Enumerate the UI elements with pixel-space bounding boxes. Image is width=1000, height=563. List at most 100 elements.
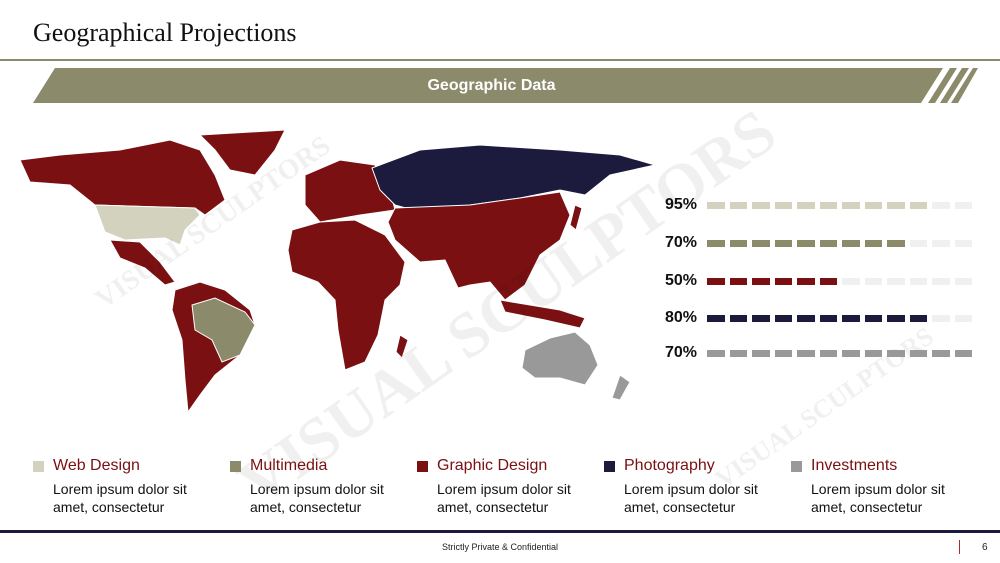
map-greenland: [198, 129, 286, 176]
bar-segment-empty: [887, 277, 905, 285]
map-japan: [569, 204, 583, 231]
map-central-america: [109, 239, 176, 286]
page-title: Geographical Projections: [33, 18, 297, 47]
legend-desc-line: amet, consectetur: [250, 499, 362, 515]
bar-segment-filled: [842, 239, 860, 247]
bar-segment-filled: [887, 201, 905, 209]
bar-segment-filled: [752, 314, 770, 322]
map-africa: [287, 219, 406, 371]
bar-segment-filled: [729, 239, 747, 247]
world-map: [19, 129, 656, 414]
bar-segment-filled: [752, 277, 770, 285]
legend-item: Investments Lorem ipsum dolor sit amet, co…: [791, 457, 945, 516]
bar-segments: [707, 349, 972, 357]
bar-segments: [707, 239, 972, 247]
legend-desc-line: Lorem ipsum dolor sit: [250, 481, 384, 497]
bar-segments: [707, 277, 972, 285]
bar-segment-empty: [932, 314, 950, 322]
bar-segment-empty: [932, 277, 950, 285]
bar-segment-empty: [909, 239, 927, 247]
bar-percentage: 80%: [665, 309, 698, 326]
bar-row: 70%: [665, 343, 972, 363]
bar-segment-filled: [909, 314, 927, 322]
bar-segment-filled: [774, 349, 792, 357]
bar-segment-filled: [774, 277, 792, 285]
bar-segment-filled: [729, 201, 747, 209]
bar-segment-filled: [752, 239, 770, 247]
bar-percentage: 70%: [665, 234, 698, 251]
legend-desc-line: Lorem ipsum dolor sit: [624, 481, 758, 497]
bar-segment-empty: [842, 277, 860, 285]
legend-title: Investments: [811, 457, 898, 474]
bar-segment-empty: [954, 201, 972, 209]
bar-segment-filled: [864, 349, 882, 357]
legend-description: Lorem ipsum dolor sit amet, consectetur: [250, 480, 384, 516]
map-asia: [387, 191, 571, 301]
bar-segment-filled: [752, 201, 770, 209]
bar-segment-filled: [932, 349, 950, 357]
bar-segment-filled: [707, 314, 725, 322]
banner-title: Geographic Data: [427, 77, 556, 94]
bar-segment-filled: [752, 349, 770, 357]
bar-segment-empty: [864, 277, 882, 285]
bar-segment-empty: [932, 239, 950, 247]
legend-desc-line: Lorem ipsum dolor sit: [437, 481, 571, 497]
page-number-divider: [959, 540, 960, 554]
bar-segment-empty: [954, 314, 972, 322]
bar-row: 70%: [665, 233, 972, 253]
bar-segment-empty: [909, 277, 927, 285]
legend-item: Multimedia Lorem ipsum dolor sit amet, con…: [230, 457, 384, 516]
map-usa: [94, 204, 201, 246]
bar-segment-filled: [707, 349, 725, 357]
bar-segment-filled: [864, 239, 882, 247]
legend-desc-line: amet, consectetur: [811, 499, 923, 515]
bar-percentage: 70%: [665, 344, 698, 361]
bar-segment-filled: [842, 201, 860, 209]
bar-segment-filled: [954, 349, 972, 357]
bar-segment-filled: [819, 349, 837, 357]
map-madagascar: [395, 334, 409, 359]
legend-title: Web Design: [53, 457, 140, 474]
bar-segment-filled: [774, 201, 792, 209]
bar-segment-filled: [842, 349, 860, 357]
bar-segment-filled: [864, 201, 882, 209]
page-number: 6: [982, 542, 988, 553]
bar-segment-filled: [729, 277, 747, 285]
legend-item: Photography Lorem ipsum dolor sit amet, co…: [604, 457, 758, 516]
bar-segment-filled: [707, 201, 725, 209]
banner-shape: [33, 68, 978, 103]
bar-segment-filled: [797, 201, 815, 209]
map-brazil: [191, 297, 256, 363]
bar-segment-filled: [842, 314, 860, 322]
bar-segment-filled: [729, 314, 747, 322]
bar-segment-filled: [797, 349, 815, 357]
legend-swatch: [417, 460, 428, 472]
bar-segment-filled: [729, 349, 747, 357]
map-north-america: [19, 139, 226, 216]
bar-segment-filled: [887, 349, 905, 357]
legend-title: Photography: [624, 457, 715, 474]
legend-desc-line: Lorem ipsum dolor sit: [53, 481, 187, 497]
map-new-zealand: [611, 374, 631, 401]
legend-swatch: [230, 460, 241, 472]
legend-title: Graphic Design: [437, 457, 548, 474]
legend-item: Web Design Lorem ipsum dolor sit amet, con…: [33, 457, 187, 516]
bar-segment-filled: [797, 239, 815, 247]
bar-segment-filled: [887, 314, 905, 322]
bar-segment-filled: [774, 314, 792, 322]
bar-segment-filled: [797, 314, 815, 322]
legend-title: Multimedia: [250, 457, 328, 474]
legend-description: Lorem ipsum dolor sit amet, consectetur: [437, 480, 571, 516]
legend-desc-line: amet, consectetur: [624, 499, 736, 515]
legend-description: Lorem ipsum dolor sit amet, consectetur: [811, 480, 945, 516]
bar-segment-empty: [954, 277, 972, 285]
bar-segment-filled: [819, 277, 837, 285]
bar-segment-filled: [797, 277, 815, 285]
map-indonesia: [499, 299, 586, 329]
bar-segment-filled: [819, 239, 837, 247]
legend-description: Lorem ipsum dolor sit amet, consectetur: [624, 480, 758, 516]
legend-item: Graphic Design Lorem ipsum dolor sit amet,…: [417, 457, 571, 516]
bar-segment-filled: [707, 239, 725, 247]
title-divider: [0, 59, 1000, 61]
legend-swatch: [33, 460, 44, 472]
